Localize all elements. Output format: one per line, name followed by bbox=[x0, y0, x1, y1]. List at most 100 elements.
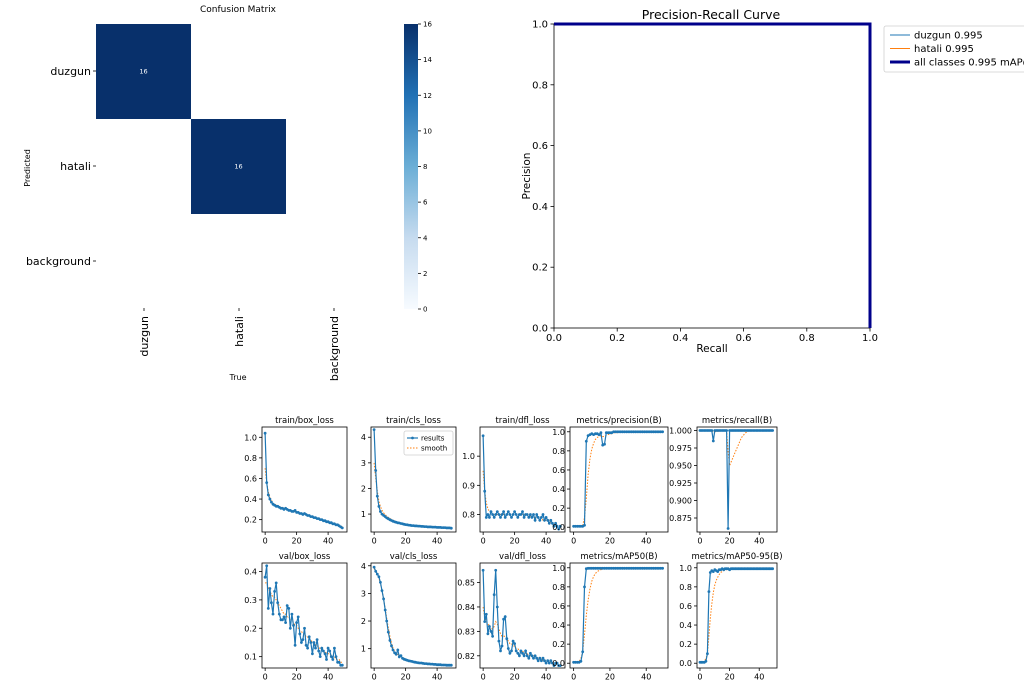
results-point bbox=[306, 646, 309, 650]
results-point bbox=[391, 648, 395, 652]
y-tick-label: 0.8 bbox=[552, 447, 565, 456]
y-tick-label: 1.0 bbox=[552, 428, 565, 437]
cm-cell bbox=[96, 24, 191, 119]
cm-col-label: hatali bbox=[233, 316, 246, 347]
results-point bbox=[488, 625, 491, 628]
results-line bbox=[573, 431, 663, 527]
results-point bbox=[522, 516, 526, 519]
x-tick-label: 40 bbox=[432, 537, 442, 546]
pr-axes-frame bbox=[553, 23, 871, 329]
results-point bbox=[543, 659, 546, 663]
y-tick-label: 0.875 bbox=[669, 514, 692, 523]
results-point bbox=[499, 649, 502, 653]
results-point bbox=[543, 518, 546, 522]
results-point bbox=[544, 661, 548, 665]
results-point bbox=[268, 587, 272, 590]
results-point bbox=[552, 524, 556, 528]
results-point bbox=[500, 513, 504, 516]
results-point bbox=[510, 649, 513, 653]
results-point bbox=[288, 626, 292, 630]
pr-legend-label: hatali 0.995 bbox=[914, 44, 974, 55]
results-point bbox=[312, 641, 316, 644]
results-point bbox=[544, 516, 548, 519]
results-point bbox=[583, 523, 586, 527]
x-tick-label: 20 bbox=[724, 537, 734, 546]
y-tick-label: 0.82 bbox=[457, 652, 475, 661]
results-point bbox=[661, 566, 664, 570]
y-tick-label: 1 bbox=[361, 645, 366, 654]
cm-colorbar-tick-label: 6 bbox=[423, 199, 428, 207]
results-point bbox=[492, 516, 496, 519]
x-tick-label: 0 bbox=[372, 537, 377, 546]
y-tick-label: 0.975 bbox=[669, 444, 692, 453]
panel-frame bbox=[370, 562, 457, 669]
x-tick-label: 40 bbox=[641, 537, 651, 546]
results-point bbox=[547, 521, 551, 525]
cm-row-label: background bbox=[26, 255, 91, 268]
results-point bbox=[270, 601, 273, 605]
results-point bbox=[385, 619, 389, 623]
results-panel: val/cls_loss 0 20 40 1 2 3 4 bbox=[361, 552, 457, 682]
pr-ylabel: Precision bbox=[521, 153, 533, 200]
y-tick-label: 0.84 bbox=[457, 603, 475, 612]
y-tick-label: 0.4 bbox=[679, 621, 692, 630]
results-point bbox=[584, 439, 588, 443]
results-point bbox=[340, 526, 344, 530]
results-point bbox=[483, 620, 487, 623]
results-point bbox=[484, 612, 488, 616]
results-point bbox=[521, 651, 524, 655]
results-point bbox=[513, 642, 516, 645]
y-tick-label: 0.8 bbox=[552, 583, 565, 592]
results-point bbox=[483, 489, 487, 493]
pr-x-tick-label: 0.2 bbox=[609, 333, 625, 344]
results-point bbox=[390, 644, 393, 648]
results-point bbox=[265, 564, 269, 568]
results-point bbox=[495, 605, 499, 609]
results-point bbox=[524, 649, 527, 653]
results-point bbox=[555, 524, 559, 528]
results-point bbox=[386, 630, 390, 634]
results-point bbox=[274, 581, 278, 585]
pr-y-tick-label: 0.0 bbox=[532, 324, 548, 335]
results-point bbox=[502, 510, 505, 513]
x-tick-label: 40 bbox=[754, 673, 764, 682]
results-point bbox=[266, 493, 270, 497]
results-point bbox=[497, 513, 501, 516]
y-tick-label: 0.8 bbox=[679, 583, 692, 592]
results-point bbox=[340, 663, 344, 667]
y-tick-label: 1.0 bbox=[679, 564, 692, 573]
y-tick-label: 0.6 bbox=[679, 602, 692, 611]
pr-title: Precision-Recall Curve bbox=[642, 7, 781, 22]
results-point bbox=[505, 513, 509, 516]
cm-cell bbox=[191, 119, 286, 214]
pr-curve: Precision-Recall Curve 0.00.00.20.20.40.… bbox=[521, 7, 1024, 355]
panel-title: metrics/precision(B) bbox=[576, 416, 661, 426]
panel-title: val/cls_loss bbox=[390, 552, 438, 562]
results-point bbox=[540, 659, 543, 663]
results-point bbox=[558, 664, 562, 667]
pr-y-tick-label: 0.8 bbox=[532, 80, 548, 91]
y-tick-label: 0.2 bbox=[244, 624, 257, 633]
results-point bbox=[323, 652, 327, 656]
panel-frame bbox=[261, 562, 348, 669]
y-tick-label: 0.925 bbox=[669, 479, 692, 488]
results-point bbox=[307, 635, 311, 639]
results-point bbox=[304, 643, 308, 647]
results-point bbox=[551, 661, 554, 665]
cm-cell-value: 16 bbox=[234, 163, 242, 171]
results-point bbox=[328, 649, 332, 653]
results-point bbox=[514, 513, 518, 516]
smooth-line bbox=[700, 568, 773, 663]
cm-colorbar-tick-label: 2 bbox=[423, 270, 427, 278]
x-tick-label: 0 bbox=[372, 673, 377, 682]
results-panel: val/dfl_loss 0 20 40 0.82 0.83 0.84 0.85 bbox=[457, 552, 566, 682]
results-point bbox=[711, 439, 715, 443]
results-point bbox=[374, 569, 378, 573]
y-tick-label: 4 bbox=[361, 562, 366, 571]
x-tick-label: 20 bbox=[292, 673, 302, 682]
x-tick-label: 0 bbox=[481, 537, 486, 546]
results-point bbox=[300, 641, 303, 644]
results-point bbox=[394, 652, 398, 656]
